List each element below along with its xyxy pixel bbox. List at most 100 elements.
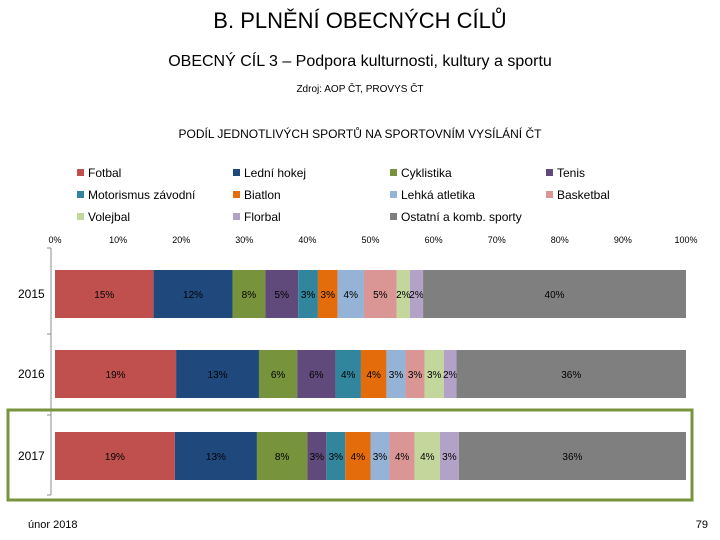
bar-segment [345, 432, 371, 480]
data-label: 4% [341, 370, 356, 381]
data-label: 6% [309, 370, 324, 381]
bar-segment [414, 432, 440, 480]
page-number: 79 [695, 519, 708, 531]
data-label: 5% [373, 290, 388, 301]
legend-swatch [77, 169, 84, 176]
legend-label: Cyklistika [401, 166, 452, 180]
bar-segment [326, 432, 346, 480]
category-label: 2016 [18, 367, 45, 381]
bar-segment [55, 432, 175, 480]
legend-swatch [233, 213, 240, 220]
legend-label: Lehká atletika [401, 188, 475, 202]
bar-segment [176, 350, 259, 398]
data-label: 4% [351, 452, 366, 463]
legend-label: Biatlon [244, 188, 281, 202]
bar-segment [456, 350, 686, 398]
legend-swatch [546, 169, 553, 176]
bar-segment [389, 432, 415, 480]
x-tick-label: 60% [425, 235, 443, 245]
legend-swatch [390, 213, 397, 220]
data-label: 3% [329, 452, 344, 463]
bar-segment [298, 270, 318, 318]
legend-swatch [233, 191, 240, 198]
x-tick-label: 10% [109, 235, 127, 245]
data-label: 3% [408, 370, 423, 381]
legend-label: Basketbal [557, 188, 610, 202]
data-label: 36% [562, 452, 582, 463]
legend-swatch [546, 191, 553, 198]
data-label: 13% [206, 452, 226, 463]
legend-swatch [77, 213, 84, 220]
legend-swatch [390, 191, 397, 198]
data-label: 36% [561, 370, 581, 381]
bar-segment [297, 350, 336, 398]
bar-segment [232, 270, 266, 318]
bar-segment [409, 270, 424, 318]
legend-label: Lední hokej [244, 166, 306, 180]
bar-segment [439, 432, 459, 480]
data-label: 8% [275, 452, 290, 463]
legend-swatch [77, 191, 84, 198]
bar-segment [337, 270, 364, 318]
bar-segment [405, 350, 425, 398]
data-label: 3% [427, 370, 442, 381]
data-label: 3% [310, 452, 325, 463]
bar-segment [256, 432, 308, 480]
legend-label: Ostatní a komb. sporty [401, 210, 522, 224]
x-tick-label: 20% [172, 235, 190, 245]
data-label: 3% [442, 452, 457, 463]
bar-segment [55, 270, 154, 318]
data-label: 3% [301, 290, 316, 301]
data-label: 15% [94, 290, 114, 301]
legend-swatch [390, 169, 397, 176]
data-label: 4% [395, 452, 410, 463]
bar-segment [396, 270, 410, 318]
data-label: 4% [420, 452, 435, 463]
legend-swatch [233, 169, 240, 176]
source-note: Zdroj: AOP ČT, PROVYS ČT [296, 84, 424, 95]
bar-segment [424, 350, 444, 398]
x-tick-label: 100% [674, 235, 697, 245]
legend-label: Tenis [557, 166, 585, 180]
data-label: 3% [321, 290, 336, 301]
data-label: 3% [389, 370, 404, 381]
bar-segment [360, 350, 387, 398]
bar-segment [174, 432, 257, 480]
bar-segment [307, 432, 327, 480]
bar-segment [370, 432, 390, 480]
data-label: 13% [208, 370, 228, 381]
x-tick-label: 70% [488, 235, 506, 245]
data-label: 2% [396, 290, 411, 301]
data-label: 40% [545, 290, 565, 301]
x-tick-label: 40% [298, 235, 316, 245]
bar-segment [153, 270, 233, 318]
bar-segment [265, 270, 299, 318]
data-label: 12% [183, 290, 203, 301]
data-label: 4% [344, 290, 359, 301]
bar-segment [423, 270, 686, 318]
bar-segment [258, 350, 298, 398]
bar-segment [363, 270, 397, 318]
bar-segment [458, 432, 686, 480]
data-label: 3% [373, 452, 388, 463]
highlight-frame [6, 408, 694, 502]
x-tick-label: 30% [235, 235, 253, 245]
page-subtitle: OBECNÝ CÍL 3 – Podpora kulturnosti, kult… [168, 53, 552, 70]
page-title: B. PLNĚNÍ OBECNÝCH CÍLŮ [213, 8, 507, 33]
data-label: 2% [409, 290, 424, 301]
category-label: 2015 [18, 287, 45, 301]
x-tick-label: 80% [551, 235, 569, 245]
bar-segment [335, 350, 361, 398]
chart-title: PODÍL JEDNOTLIVÝCH SPORTŮ NA SPORTOVNÍM … [178, 127, 542, 141]
category-label: 2017 [18, 449, 45, 463]
data-label: 19% [105, 452, 125, 463]
x-tick-label: 90% [614, 235, 632, 245]
data-label: 6% [271, 370, 286, 381]
legend-label: Volejbal [88, 210, 130, 224]
legend-label: Florbal [244, 210, 281, 224]
legend-label: Fotbal [88, 166, 121, 180]
legend-label: Motorismus závodní [88, 188, 196, 202]
x-tick-label: 50% [361, 235, 379, 245]
bar-segment [386, 350, 406, 398]
